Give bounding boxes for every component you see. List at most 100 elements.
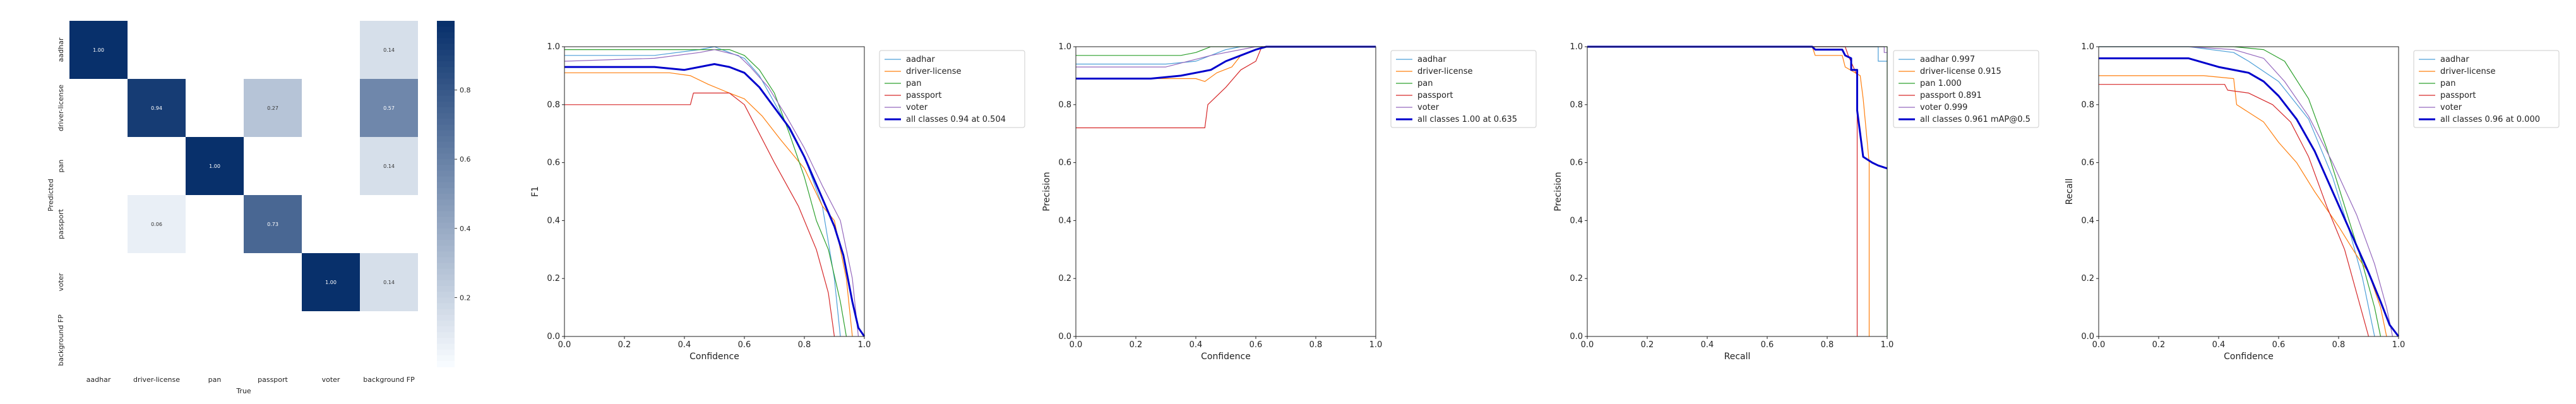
- x-tick-label: 0.0: [558, 340, 571, 350]
- heatmap-cell-label: 0.06: [151, 222, 162, 227]
- y-tick-label: aadhar: [57, 37, 65, 62]
- plot-frame: [1075, 46, 1376, 337]
- legend-label: driver-license 0.915: [1920, 67, 2001, 76]
- heatmap-cell-label: 0.94: [151, 105, 162, 111]
- legend-label: voter 0.999: [1920, 103, 1967, 112]
- plot-frame: [1587, 46, 1888, 337]
- heatmap-cell: [186, 137, 244, 195]
- y-tick-label: 0.4: [2081, 216, 2094, 225]
- colorbar-segment: [437, 107, 455, 114]
- heatmap-cell: [360, 21, 418, 79]
- x-tick-label: 0.0: [2092, 340, 2106, 350]
- heatmap-cell-label: 1.00: [93, 47, 104, 53]
- confusion-matrix-chart: 1.00 0.14 0.94 0.27 0.57 1.00 0.14 0.06 0.73 1.00…: [47, 21, 471, 395]
- series-line: [564, 49, 847, 337]
- x-tick-label: 0.8: [1309, 340, 1323, 350]
- colorbar-segment: [437, 320, 455, 327]
- recall-confidence-curve-chart: 0.0 0.2 0.4 0.6 0.8 1.0 0.0 0.2 0.4 0.6 0.8 1.0 Conf…: [2065, 42, 2560, 362]
- y-tick-label: 0.6: [2081, 158, 2094, 168]
- colorbar-segment: [437, 326, 455, 333]
- colorbar-segment: [437, 44, 455, 50]
- colorbar-segment: [437, 234, 455, 241]
- colorbar-segment: [437, 338, 455, 345]
- legend: aadhar driver-license pan passport voter all …: [879, 50, 1025, 128]
- colorbar-segment: [437, 27, 455, 33]
- x-tick-label: driver-license: [133, 376, 180, 384]
- y-axis-label: Predicted: [47, 179, 55, 211]
- heatmap-cell: [360, 137, 418, 195]
- series-line: [2099, 46, 2375, 337]
- x-tick-label: 0.6: [738, 340, 751, 350]
- colorbar-segment: [437, 222, 455, 229]
- y-tick-label: driver-license: [57, 85, 65, 131]
- series-line: [2099, 46, 2394, 337]
- plot-area: [2099, 47, 2399, 336]
- x-tick-label: 1.0: [858, 340, 871, 350]
- x-tick-label: 1.0: [1881, 340, 1894, 350]
- colorbar-tick-label: 0.4: [460, 225, 471, 233]
- heatmap-cell: [244, 195, 302, 253]
- colorbar-segment: [437, 199, 455, 206]
- colorbar-segment: [437, 187, 455, 194]
- y-tick-label: 0.0: [1570, 332, 1583, 342]
- legend-label: passport: [906, 91, 941, 100]
- y-tick-label: 0.4: [1570, 216, 1583, 225]
- heatmap-cell: [360, 253, 418, 311]
- x-tick-label: 0.8: [798, 340, 811, 350]
- legend-frame: [1893, 50, 2039, 128]
- y-tick-label: 1.0: [1058, 42, 1071, 52]
- x-tick-label: 0.2: [618, 340, 631, 350]
- legend-label: driver-license: [1417, 67, 1472, 76]
- series-line: [564, 72, 853, 337]
- legend-label: pan: [906, 79, 921, 88]
- colorbar-segment: [437, 49, 455, 56]
- plot-frame: [2098, 46, 2399, 337]
- plot-area: [1587, 47, 1887, 336]
- colorbar-segment: [437, 274, 455, 281]
- colorbar-segment: [437, 205, 455, 211]
- heatmap-cell: [128, 79, 186, 137]
- colorbar-segment: [437, 124, 455, 131]
- legend-label: driver-license: [2440, 67, 2495, 76]
- colorbar-segment: [437, 38, 455, 45]
- colorbar-segment: [437, 90, 455, 97]
- colorbar-tick-label: 0.6: [460, 155, 471, 163]
- colorbar-tick-label: 0.2: [460, 294, 471, 302]
- legend: aadhar driver-license pan passport voter all …: [1390, 50, 1537, 128]
- legend-frame: [879, 50, 1025, 128]
- x-tick-label: 0.2: [1130, 340, 1143, 350]
- colorbar-segment: [437, 280, 455, 287]
- legend-label: all classes 0.961 mAP@0.5: [1920, 115, 2030, 124]
- colorbar-segment: [437, 78, 455, 85]
- colorbar-segment: [437, 332, 455, 338]
- colorbar-segment: [437, 61, 455, 68]
- legend-label: passport: [1417, 91, 1453, 100]
- series-line: [2099, 46, 2382, 337]
- x-tick-label: 0.6: [1761, 340, 1774, 350]
- y-tick-label: 0.8: [1570, 100, 1583, 110]
- x-tick-label: 1.0: [1369, 340, 1383, 350]
- colorbar-segment: [437, 113, 455, 119]
- colorbar-segment: [437, 32, 455, 39]
- colorbar-segment: [437, 286, 455, 292]
- series-line: [564, 49, 859, 337]
- x-tick-label: 0.8: [2332, 340, 2346, 350]
- y-tick-label: 0.6: [1570, 158, 1583, 168]
- y-tick-label: 0.8: [2081, 100, 2094, 110]
- legend-label: passport 0.891: [1920, 91, 1982, 100]
- colorbar-segment: [437, 136, 455, 143]
- colorbar-segment: [437, 84, 455, 91]
- colorbar-segment: [437, 159, 455, 165]
- heatmap-cell-label: 0.73: [267, 222, 278, 227]
- series-line: [2099, 57, 2400, 337]
- y-tick-label: 0.6: [1058, 158, 1071, 168]
- legend-label: passport: [2440, 91, 2476, 100]
- x-tick-label: 0.0: [1581, 340, 1594, 350]
- colorbar-segment: [437, 251, 455, 258]
- x-tick-label: passport: [258, 376, 288, 384]
- x-tick-label: 0.4: [1190, 340, 1203, 350]
- plot-area: [1076, 47, 1376, 336]
- heatmap-cell-label: 1.00: [209, 163, 220, 169]
- colorbar-tick-label: 0.8: [460, 86, 471, 95]
- colorbar-segment: [437, 240, 455, 246]
